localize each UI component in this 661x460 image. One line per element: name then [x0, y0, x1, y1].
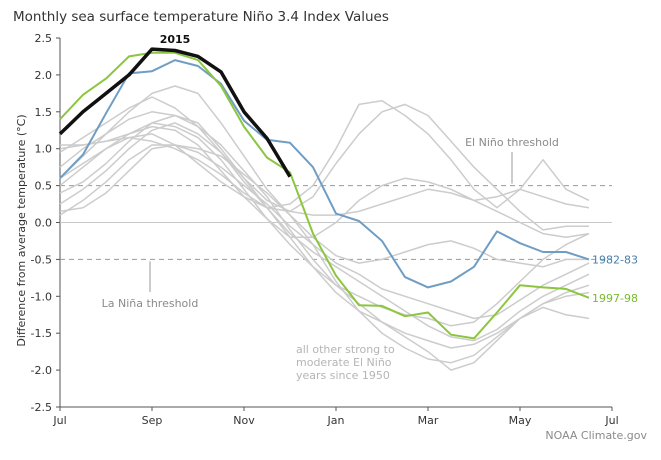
y-tick-label: 0.0: [35, 217, 53, 230]
y-tick-label: 2.5: [35, 32, 53, 45]
other-year-line: [59, 99, 590, 209]
credit-text: NOAA Climate.gov: [545, 429, 647, 442]
series-line-2015: [58, 47, 292, 178]
other-years-annotation: years since 1950: [296, 369, 390, 382]
y-tick-label: 2.0: [35, 69, 53, 82]
other-year-line: [59, 122, 590, 327]
tick-labels: 2.52.01.51.00.50.0-0.5-1.0-1.5-2.0-2.5Ju…: [15, 32, 619, 427]
other-years-annotation: moderate El Niño: [296, 356, 392, 369]
series-line-1997-98: [59, 51, 590, 340]
series-label-2015: 2015: [160, 33, 191, 46]
other-year-line: [59, 85, 589, 268]
other-year-line: [59, 122, 590, 342]
x-tick-label: Mar: [418, 414, 439, 427]
other-year-line: [59, 103, 589, 231]
y-tick-label: -0.5: [31, 253, 52, 266]
x-tick-label: Jan: [327, 414, 345, 427]
y-tick-label: 1.0: [35, 143, 53, 156]
x-tick-label: May: [509, 414, 532, 427]
other-years-annotation: all other strong to: [296, 343, 395, 356]
series-label-1997-98: 1997-98: [592, 292, 638, 305]
y-axis-label: Difference from average temperature (°C): [15, 114, 28, 346]
other-year-line: [59, 114, 590, 216]
x-tick-label: Nov: [233, 414, 255, 427]
other-year-line: [59, 96, 590, 349]
y-tick-label: -1.5: [31, 327, 52, 340]
x-tick-label: Jul: [604, 414, 618, 427]
y-tick-label: -2.5: [31, 401, 52, 414]
x-tick-label: Jul: [52, 414, 66, 427]
x-tick-label: Sep: [142, 414, 163, 427]
other-year-line: [59, 144, 590, 364]
chart-title: Monthly sea surface temperature Niño 3.4…: [13, 9, 389, 25]
series-label-1982-83: 1982-83: [592, 253, 638, 266]
series-lines: [58, 47, 590, 371]
y-tick-label: 1.5: [35, 106, 53, 119]
series-line-1982-83: [59, 59, 590, 289]
la-nina-threshold-label: La Niña threshold: [102, 297, 199, 310]
y-tick-label: -1.0: [31, 290, 52, 303]
el-nino-threshold-label: El Niño threshold: [465, 136, 559, 149]
y-tick-label: -2.0: [31, 364, 52, 377]
other-year-line: [59, 111, 590, 371]
other-year-line: [60, 125, 590, 239]
annotations: 2015 1982-83 1997-98 El Niño threshold La Ni…: [102, 33, 638, 382]
y-tick-label: 0.5: [35, 180, 53, 193]
